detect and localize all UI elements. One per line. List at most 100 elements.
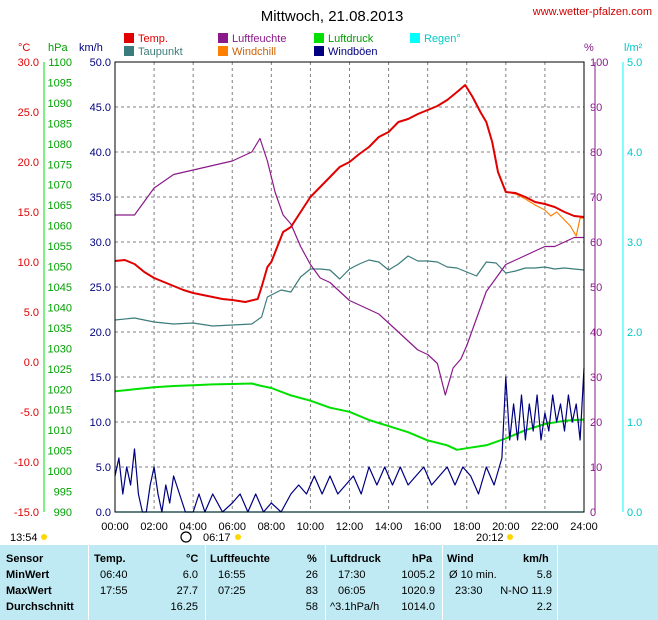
unit-rain: l/m² [624, 42, 643, 54]
rain-tick-label: 4.0 [627, 147, 642, 159]
cell-temp-time: 06:40 [100, 569, 128, 581]
cell-wind-value: 2.2 [536, 601, 552, 613]
header-wind: Wind [447, 553, 474, 565]
temp-tick-label: 15.0 [18, 207, 39, 219]
cell-wind-value: 5.8 [536, 569, 552, 581]
site-link[interactable]: www.wetter-pfalzen.com [532, 6, 652, 18]
cell-pressure-time: 17:30 [338, 569, 366, 581]
wind-tick-label: 15.0 [90, 372, 111, 384]
pressure-tick-label: 1100 [48, 57, 72, 69]
cell-wind-value: N-NO 11.9 [500, 585, 552, 597]
plot-frame [114, 61, 585, 513]
legend-swatch-humidity [218, 33, 228, 43]
header-temp: Temp. [94, 553, 126, 565]
humidity-tick-label: 70 [590, 192, 602, 204]
unit-wind: km/h [79, 42, 103, 54]
pressure-tick-label: 1020 [48, 384, 72, 396]
sunset-icon [507, 534, 513, 540]
humidity-tick-label: 90 [590, 102, 602, 114]
pressure-tick-label: 1045 [48, 282, 72, 294]
sunrise-icon [235, 534, 241, 540]
humidity-tick-label: 20 [590, 417, 602, 429]
row-label: Durchschnitt [6, 601, 74, 613]
stats-table: Sensor Temp. °C Luftfeuchte % Luftdruck … [0, 545, 658, 620]
wind-tick-label: 45.0 [90, 102, 111, 114]
series-line-windb-en [114, 367, 585, 513]
table-divider [442, 545, 443, 620]
legend-swatch-pressure [314, 33, 324, 43]
x-tick-label: 00:00 [101, 521, 129, 533]
legend-label-windchill: Windchill [232, 46, 276, 58]
pressure-tick-label: 1025 [48, 364, 72, 376]
x-tick-label: 02:00 [140, 521, 168, 533]
rain-tick-label: 5.0 [627, 57, 642, 69]
pressure-tick-label: 1040 [48, 302, 72, 314]
header-sensor: Sensor [6, 553, 44, 565]
legend-label-dewpoint: Taupunkt [138, 46, 183, 58]
humidity-tick-label: 60 [590, 237, 602, 249]
cell-temp-time: 17:55 [100, 585, 128, 597]
temp-tick-label: 20.0 [18, 157, 39, 169]
sun-icon-left [41, 534, 47, 540]
pressure-tick-label: 990 [54, 507, 72, 519]
temp-tick-label: 25.0 [18, 107, 39, 119]
x-tick-label: 04:00 [179, 521, 207, 533]
pressure-tick-label: 1060 [48, 221, 72, 233]
temp-tick-label: 5.0 [24, 307, 39, 319]
pressure-tick-label: 1070 [48, 180, 72, 192]
row-label: MinWert [6, 569, 50, 581]
header-wind-unit: km/h [523, 553, 549, 565]
x-tick-label: 08:00 [258, 521, 286, 533]
chart-title: Mittwoch, 21.08.2013 [261, 8, 404, 25]
pressure-tick-label: 1035 [48, 323, 72, 335]
series-line-luftfeuchte [115, 137, 584, 396]
x-tick-label: 16:00 [414, 521, 442, 533]
legend: Temp. Luftfeuchte Luftdruck Regen° Taupu… [124, 33, 461, 58]
rain-tick-label: 1.0 [627, 417, 642, 429]
wind-tick-label: 30.0 [90, 237, 111, 249]
legend-label-humidity: Luftfeuchte [232, 33, 286, 45]
x-tick-label: 12:00 [336, 521, 364, 533]
sun-label-left: 13:54 [10, 532, 38, 544]
series-line-taupunkt [114, 255, 585, 327]
axis-ticks: 30.0 25.0 20.0 15.0 10.0 5.0 0.0 -5.0 -10.0 -15.0… [14, 57, 642, 533]
wind-tick-label: 5.0 [96, 462, 111, 474]
pressure-tick-label: 995 [54, 487, 72, 499]
x-tick-label: 22:00 [531, 521, 559, 533]
cell-pressure-value: 1020.9 [401, 585, 435, 597]
header-pressure-unit: hPa [412, 553, 433, 565]
legend-swatch-dewpoint [124, 46, 134, 56]
rain-tick-label: 0.0 [627, 507, 642, 519]
temp-tick-label: 0.0 [24, 357, 39, 369]
unit-humidity: % [584, 42, 594, 54]
wind-tick-label: 25.0 [90, 282, 111, 294]
wind-tick-label: 10.0 [90, 417, 111, 429]
wind-tick-label: 50.0 [90, 57, 111, 69]
sunset-label: 20:12 [476, 532, 504, 544]
cell-pressure-trend: ^3.1hPa/h [330, 601, 380, 613]
cell-humidity-time: 16:55 [218, 569, 246, 581]
legend-label-pressure: Luftdruck [328, 33, 374, 45]
moon-icon [180, 531, 192, 543]
cell-humidity-value: 26 [305, 569, 318, 581]
humidity-tick-label: 30 [590, 372, 602, 384]
pressure-tick-label: 1010 [48, 425, 72, 437]
unit-temp: °C [18, 42, 30, 54]
table-divider [88, 545, 89, 620]
series-line-temp [114, 84, 585, 303]
temp-tick-label: 30.0 [18, 57, 39, 69]
cell-temp-value: 27.7 [176, 585, 198, 597]
x-tick-label: 06:00 [218, 521, 246, 533]
cell-pressure-value: 1005.2 [401, 569, 435, 581]
x-tick-label: 18:00 [453, 521, 481, 533]
pressure-tick-label: 1080 [48, 139, 72, 151]
legend-label-rain: Regen° [424, 33, 461, 45]
table-divider [557, 545, 558, 620]
pressure-tick-label: 1090 [48, 98, 72, 110]
legend-label-gusts: Windböen [328, 46, 378, 58]
x-tick-label: 14:00 [375, 521, 403, 533]
pressure-tick-label: 1085 [48, 118, 72, 130]
unit-pressure: hPa [48, 42, 68, 54]
temp-tick-label: 10.0 [18, 257, 39, 269]
header-humidity-unit: % [307, 553, 317, 565]
